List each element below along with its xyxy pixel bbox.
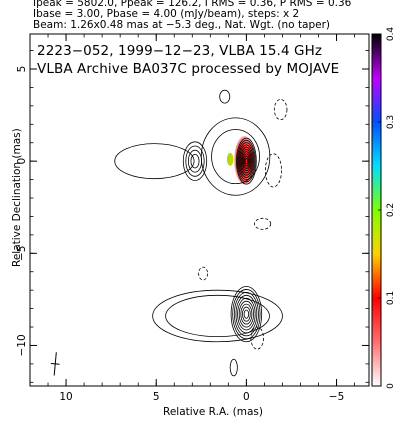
plot-title-line-1: 2223−052, 1999−12−23, VLBA 15.4 GHz bbox=[37, 43, 323, 59]
contour-core bbox=[239, 146, 253, 176]
contour-component-south bbox=[237, 297, 256, 331]
contour-core bbox=[237, 139, 256, 183]
colorbar-tick-label: 0.2 bbox=[386, 203, 396, 217]
colorbar-tick-label: 0.1 bbox=[386, 291, 396, 305]
contour-core bbox=[244, 157, 248, 165]
y-axis-label: Relative Declination (mas) bbox=[11, 128, 23, 267]
x-tick-label: 5 bbox=[153, 391, 160, 403]
x-axis-label: Relative R.A. (mas) bbox=[163, 406, 263, 418]
colorbar-tick-label: 0.4 bbox=[386, 27, 396, 42]
contour-halo-south bbox=[165, 294, 270, 338]
contour-halo-south bbox=[152, 289, 283, 343]
y-tick-label: −10 bbox=[16, 334, 28, 356]
contour-core bbox=[243, 155, 249, 167]
isolated-contour bbox=[229, 358, 238, 377]
isolated-contour bbox=[219, 89, 231, 104]
header-line-3: Beam: 1.26x0.48 mas at −5.3 deg., Nat. W… bbox=[33, 19, 331, 31]
negative-contour bbox=[273, 99, 288, 121]
x-tick-label: 0 bbox=[243, 391, 250, 403]
contour-component-south bbox=[238, 300, 254, 328]
contour-knot-east bbox=[182, 141, 208, 181]
contour-jet-east bbox=[114, 143, 195, 180]
negative-contour bbox=[254, 217, 272, 230]
contour-component-south bbox=[230, 286, 263, 343]
y-tick-label: −5 bbox=[16, 246, 28, 261]
y-tick-label: 0 bbox=[16, 158, 28, 165]
negative-contour bbox=[264, 153, 282, 188]
x-tick-label: 10 bbox=[59, 391, 72, 403]
beam-minor-axis bbox=[50, 362, 60, 365]
header-line-1: Ipeak = 5802.0, Ppeak = 126.2, I RMS = 0… bbox=[33, 0, 352, 9]
y-tick-label: 5 bbox=[16, 66, 28, 73]
contour-core-extension bbox=[211, 129, 260, 185]
contour-knot-east bbox=[190, 153, 200, 169]
contour-component-south bbox=[242, 306, 251, 322]
colorbar-tick-label: 0.3 bbox=[386, 115, 396, 129]
colorbar-tick-label: 0 bbox=[386, 383, 396, 389]
contour-component-south bbox=[240, 303, 253, 325]
x-tick-label: −5 bbox=[329, 391, 344, 403]
negative-contour bbox=[250, 326, 264, 350]
contour-core bbox=[242, 153, 250, 169]
contour-core bbox=[238, 142, 255, 181]
contour-component-south bbox=[243, 309, 250, 319]
contour-core bbox=[238, 144, 254, 178]
contour-core bbox=[236, 137, 257, 185]
header-line-2: Ibase = 3.00, Pbase = 4.00 (mJy/beam), s… bbox=[33, 8, 300, 20]
polarization-edge-patch bbox=[226, 152, 234, 166]
contour-knot-east bbox=[185, 145, 205, 177]
contour-component-south bbox=[233, 291, 259, 337]
contour-knot-east bbox=[187, 149, 203, 173]
plot-title-line-2: VLBA Archive BA037C processed by MOJAVE bbox=[37, 61, 340, 77]
plot-area bbox=[114, 89, 288, 377]
negative-contour bbox=[198, 266, 209, 281]
contour-core bbox=[241, 151, 251, 172]
contour-core bbox=[240, 148, 252, 174]
plot-frame bbox=[29, 33, 370, 387]
